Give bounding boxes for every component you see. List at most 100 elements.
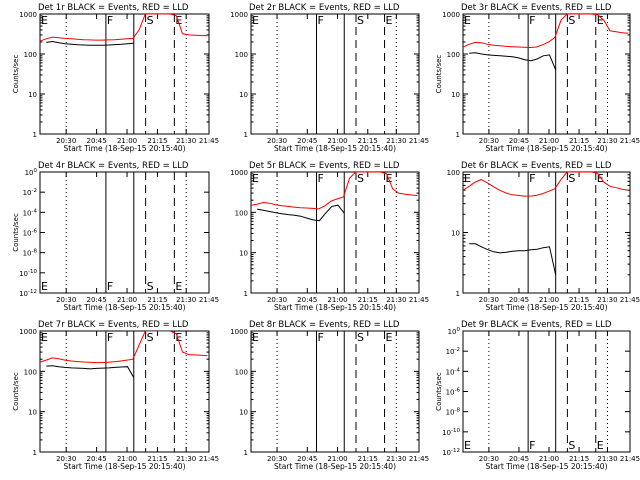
x-tick-label: 21:45 <box>409 296 429 304</box>
marker-label-e: E <box>597 172 604 185</box>
y-tick-exponent: -6 <box>32 229 38 235</box>
data-series <box>40 14 208 46</box>
x-axis: 20:30 20:45 21:00 21:15 21:30 21:45 <box>56 172 219 304</box>
plot-title: Det 4r BLACK = Events, RED = LLD <box>38 161 189 171</box>
marker-label-f: F <box>529 439 535 452</box>
plot-panel: Det 7r BLACK = Events, RED = LLD 1 10 100 10… <box>12 320 219 471</box>
x-tick-label: 20:45 <box>87 296 107 304</box>
plot-title: Det 8r BLACK = Events, RED = LLD <box>249 320 400 330</box>
y-tick-label: 1000 <box>19 328 37 336</box>
x-tick-label: 21:15 <box>147 137 167 145</box>
y-axis: 1 10 100 1000 <box>19 328 209 457</box>
marker-label-e: E <box>252 331 259 344</box>
marker-label-e: E <box>175 280 182 293</box>
x-tick-label: 21:45 <box>620 296 640 304</box>
x-axis-label: Start Time (18-Sep-15 20:15:40) <box>64 303 186 312</box>
plot-frame <box>39 13 210 135</box>
y-tick-label: 1000 <box>230 328 248 336</box>
x-tick-label: 20:45 <box>297 137 317 145</box>
plot-panel: Det 1r BLACK = Events, RED = LLD 1 10 100 10… <box>12 3 219 153</box>
marker-label-s: S <box>568 14 575 27</box>
y-tick-label: 10 <box>239 250 248 258</box>
marker-label-e: E <box>597 439 604 452</box>
y-tick-label: 10-6 <box>446 388 461 397</box>
x-tick-label: 21:45 <box>620 137 640 145</box>
marker-label-e: E <box>386 331 393 344</box>
x-tick-label: 21:45 <box>409 455 429 463</box>
marker-label-e: E <box>41 14 48 27</box>
x-tick-label: 20:45 <box>87 455 107 463</box>
x-axis-label: Start Time (18-Sep-15 20:15:40) <box>64 144 186 153</box>
x-tick-label: 21:45 <box>409 137 429 145</box>
x-tick-label: 21:00 <box>117 137 137 145</box>
plot-frame <box>250 171 420 294</box>
x-tick-label: 21:15 <box>358 455 378 463</box>
x-tick-label: 21:15 <box>569 137 589 145</box>
x-axis: 20:30 20:45 21:00 21:15 21:30 21:45 <box>479 14 640 145</box>
plot-panel: Det 9r BLACK = Events, RED = LLD 10-12 10-… <box>435 320 640 471</box>
y-tick-label: 100 <box>447 51 460 59</box>
x-tick-label: 20:30 <box>479 137 499 145</box>
y-tick-label: 1 <box>33 131 37 139</box>
marker-label-e: E <box>464 172 471 185</box>
y-tick-label: 100 <box>448 327 461 336</box>
y-tick-label: 100 <box>235 368 248 376</box>
x-tick-label: 21:00 <box>327 455 347 463</box>
y-tick-label: 1 <box>456 290 460 298</box>
y-tick-exponent: 0 <box>457 327 461 333</box>
x-axis-label: Start Time (18-Sep-15 20:15:40) <box>486 144 608 153</box>
y-tick-label: 1000 <box>230 11 248 19</box>
x-tick-label: 21:15 <box>147 296 167 304</box>
y-axis-label: Counts/sec <box>12 213 20 252</box>
y-tick-label: 10 <box>451 230 460 238</box>
data-series <box>40 331 208 378</box>
marker-label-f: F <box>107 280 113 293</box>
y-tick-label: 1000 <box>19 11 37 19</box>
y-axis-label: Counts/sec <box>12 372 20 411</box>
series-lld-red <box>251 172 418 210</box>
x-tick-label: 20:30 <box>267 137 287 145</box>
series-lld-red <box>40 14 208 42</box>
y-tick-exponent: -12 <box>28 289 37 295</box>
series-events-black <box>46 40 134 46</box>
marker-label-e: E <box>252 172 259 185</box>
y-tick-label: 10-12 <box>19 289 37 298</box>
x-tick-label: 20:30 <box>479 455 499 463</box>
x-tick-label: 21:15 <box>358 137 378 145</box>
x-tick-label: 21:00 <box>117 455 137 463</box>
x-axis-label: Start Time (18-Sep-15 20:15:40) <box>274 144 396 153</box>
plot-title: Det 9r BLACK = Events, RED = LLD <box>461 320 612 330</box>
y-tick-exponent: -10 <box>28 269 37 275</box>
plot-frame <box>462 330 631 453</box>
y-tick-label: 100 <box>25 168 38 177</box>
series-lld-red <box>463 172 629 197</box>
y-tick-exponent: -4 <box>455 367 461 373</box>
x-tick-label: 21:00 <box>117 296 137 304</box>
marker-label-s: S <box>147 14 154 27</box>
x-tick-label: 20:30 <box>267 455 287 463</box>
y-tick-label: 1000 <box>230 169 248 177</box>
plot-title: Det 7r BLACK = Events, RED = LLD <box>38 320 189 330</box>
marker-label-s: S <box>357 331 364 344</box>
marker-label-s: S <box>147 280 154 293</box>
plot-panel: Det 6r BLACK = Events, RED = LLD 1 10 100 20… <box>447 161 640 312</box>
marker-label-f: F <box>318 172 324 185</box>
marker-label-f: F <box>529 14 535 27</box>
x-tick-label: 20:30 <box>479 296 499 304</box>
x-axis: 20:30 20:45 21:00 21:15 21:30 21:45 <box>479 172 640 304</box>
plot-title: Det 3r BLACK = Events, RED = LLD <box>461 3 612 13</box>
x-tick-label: 21:30 <box>597 455 617 463</box>
x-tick-label: 20:45 <box>509 455 529 463</box>
x-tick-label: 20:45 <box>297 296 317 304</box>
plot-frame <box>39 171 210 294</box>
y-tick-exponent: -8 <box>455 408 461 414</box>
marker-label-f: F <box>107 331 113 344</box>
y-tick-label: 10-10 <box>442 428 460 437</box>
x-tick-label: 21:45 <box>199 455 219 463</box>
x-tick-label: 21:45 <box>199 296 219 304</box>
y-tick-label: 10-12 <box>442 448 460 457</box>
x-tick-label: 21:00 <box>327 137 347 145</box>
